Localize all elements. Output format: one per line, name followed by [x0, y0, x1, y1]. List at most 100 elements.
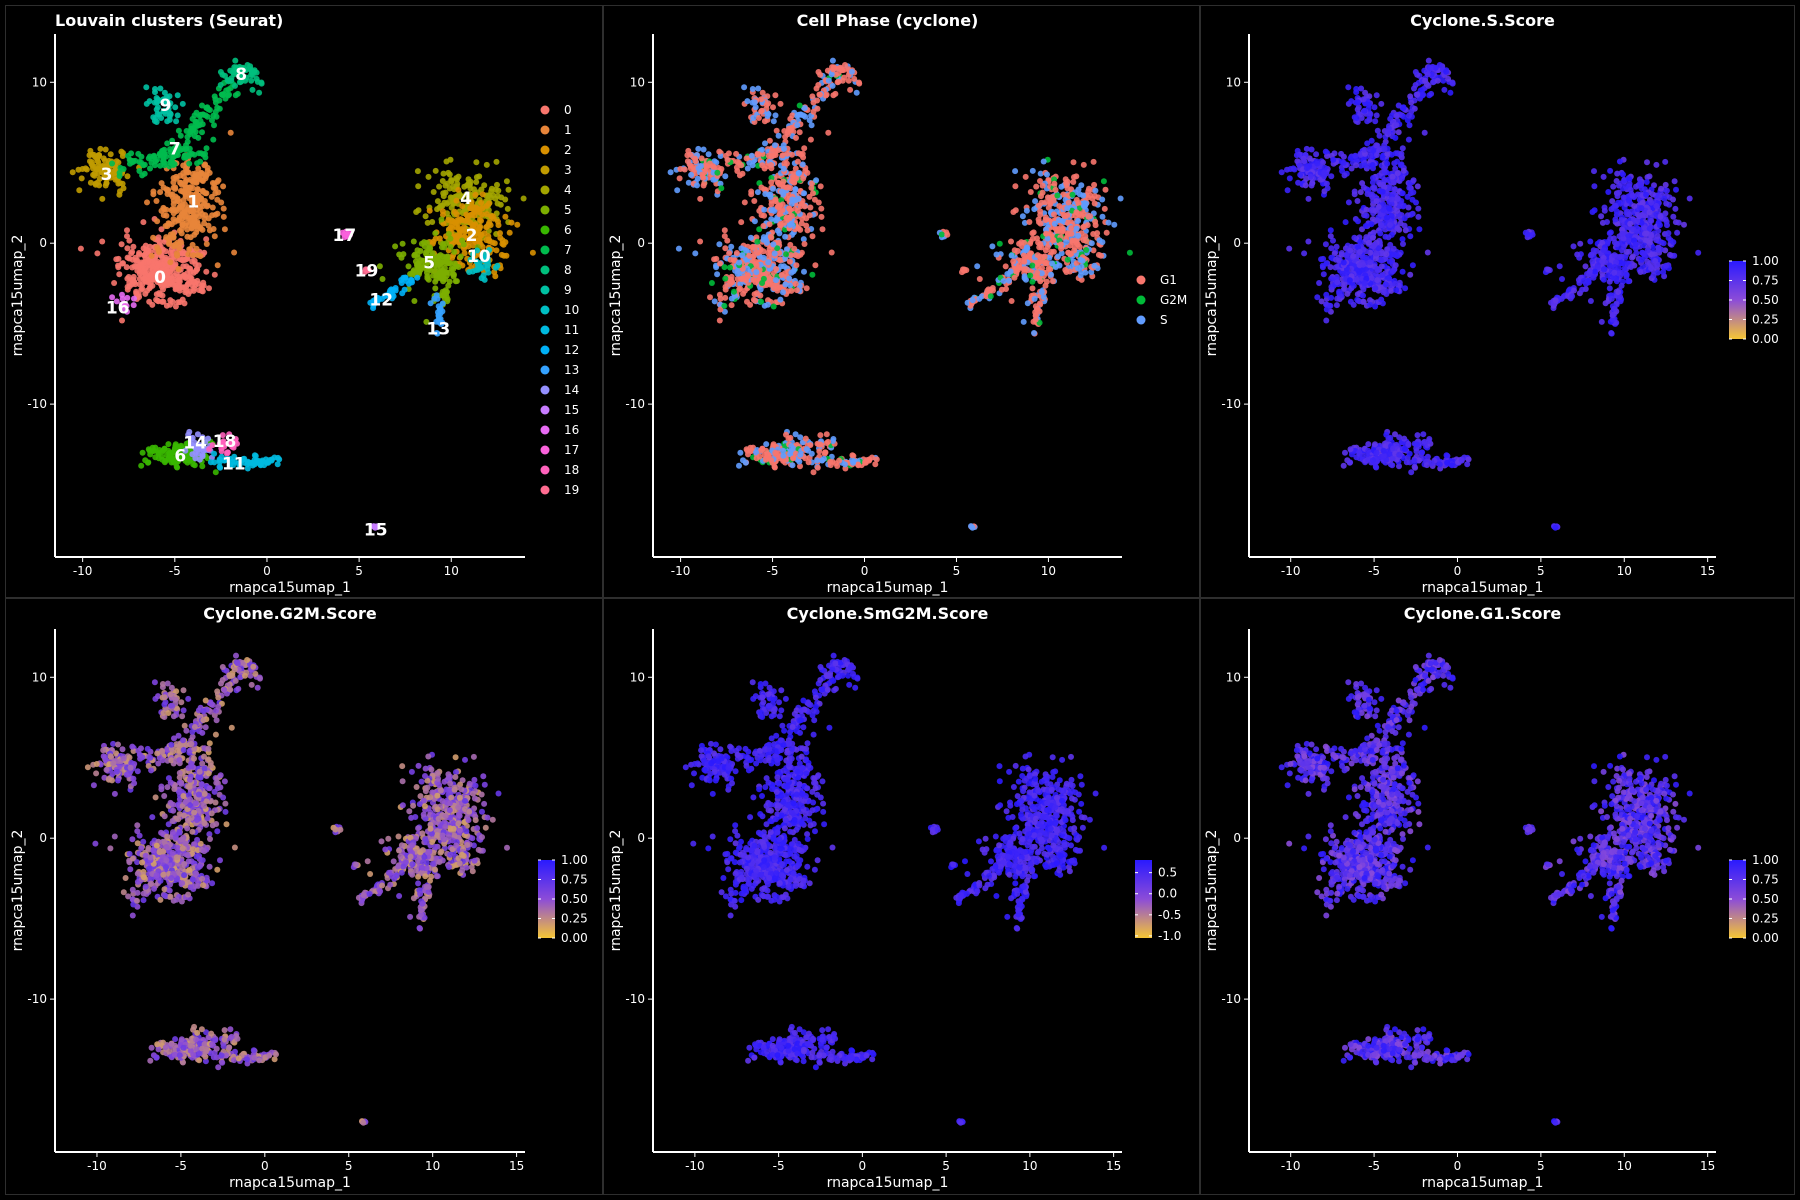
- data-point: [842, 62, 848, 68]
- data-point: [1083, 247, 1090, 253]
- data-point: [173, 250, 180, 257]
- data-point: [779, 201, 786, 208]
- data-point: [437, 264, 444, 270]
- data-point: [253, 75, 260, 82]
- data-point: [180, 272, 187, 278]
- data-point: [770, 185, 776, 192]
- data-point: [765, 259, 772, 266]
- data-point: [434, 206, 441, 213]
- data-point: [502, 239, 509, 246]
- data-point: [195, 165, 202, 172]
- data-point: [1333, 243, 1340, 250]
- data-point: [1055, 253, 1061, 260]
- data-point: [675, 245, 682, 252]
- data-point: [1390, 179, 1397, 186]
- data-point: [220, 205, 227, 212]
- data-point: [1063, 239, 1069, 246]
- data-point: [1075, 232, 1082, 239]
- legend-label: 19: [564, 483, 579, 497]
- legend-label: 18: [564, 463, 579, 477]
- data-point: [452, 237, 459, 244]
- data-point: [168, 254, 175, 261]
- data-point: [714, 271, 721, 278]
- data-point: [705, 151, 712, 158]
- data-point: [1373, 92, 1380, 99]
- data-point: [782, 281, 789, 288]
- data-point: [124, 283, 131, 290]
- data-point: [168, 152, 175, 159]
- data-point: [1075, 265, 1081, 272]
- data-point: [189, 258, 196, 265]
- data-point: [759, 89, 766, 96]
- data-point: [1085, 213, 1092, 220]
- data-point: [144, 199, 150, 206]
- data-point: [790, 173, 796, 180]
- data-point: [227, 129, 234, 136]
- data-point: [762, 140, 768, 147]
- data-point: [77, 245, 84, 252]
- data-point: [801, 105, 808, 112]
- data-point: [174, 152, 181, 158]
- data-point: [204, 167, 211, 174]
- data-point: [810, 108, 817, 115]
- data-point: [179, 100, 186, 107]
- data-point: [776, 230, 783, 237]
- data-point: [692, 250, 699, 257]
- data-point: [131, 279, 138, 286]
- data-point: [803, 446, 810, 453]
- data-point: [249, 86, 256, 93]
- data-point: [232, 82, 238, 89]
- data-point: [252, 459, 259, 466]
- data-point: [186, 150, 193, 157]
- data-point: [94, 158, 101, 165]
- data-point: [855, 462, 862, 469]
- data-point: [197, 253, 204, 260]
- data-point: [1360, 184, 1367, 191]
- data-point: [193, 179, 200, 186]
- data-point: [169, 137, 176, 144]
- data-point: [439, 178, 446, 184]
- data-point: [768, 457, 775, 464]
- legend-swatch: [540, 325, 550, 335]
- data-point: [203, 268, 210, 275]
- data-point: [396, 251, 403, 258]
- data-point: [760, 254, 767, 261]
- data-point: [829, 57, 836, 64]
- data-point: [219, 91, 226, 98]
- data-point: [457, 253, 464, 260]
- data-point: [1051, 220, 1058, 227]
- data-point: [1369, 179, 1376, 186]
- cluster-label: 5: [423, 254, 435, 274]
- data-point: [781, 145, 787, 152]
- data-point: [1012, 207, 1019, 214]
- data-point: [993, 251, 1000, 258]
- data-point: [1048, 271, 1055, 278]
- data-point: [753, 262, 760, 269]
- data-point: [150, 234, 157, 241]
- data-point: [1328, 245, 1335, 252]
- data-point: [817, 183, 824, 190]
- data-point: [793, 262, 800, 269]
- data-point: [757, 292, 764, 299]
- data-point: [694, 175, 701, 182]
- data-point: [411, 298, 418, 304]
- data-point: [211, 93, 218, 100]
- scatter-points: [69, 57, 536, 531]
- data-point: [1386, 258, 1393, 265]
- data-point: [1049, 278, 1056, 285]
- data-point: [794, 122, 801, 129]
- data-point: [728, 243, 735, 250]
- data-point: [797, 451, 804, 458]
- data-point: [503, 178, 510, 185]
- data-point: [454, 220, 461, 227]
- data-point: [807, 136, 814, 143]
- data-point: [1077, 272, 1084, 279]
- data-point: [206, 285, 212, 292]
- data-point: [133, 257, 140, 264]
- data-point: [822, 449, 829, 456]
- data-point: [99, 195, 106, 202]
- data-point: [1447, 89, 1454, 96]
- data-point: [1373, 152, 1380, 158]
- data-point: [1316, 280, 1323, 286]
- data-point: [430, 189, 437, 195]
